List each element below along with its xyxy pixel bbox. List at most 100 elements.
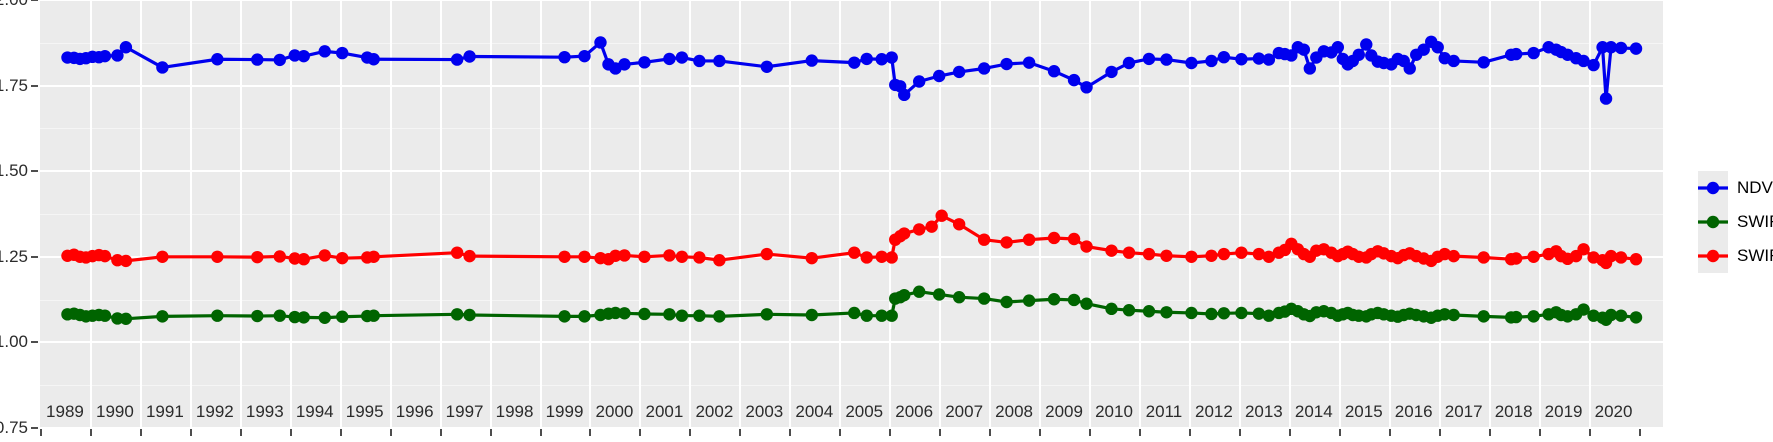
x-axis-tick-label: 2009	[1045, 402, 1083, 421]
data-point	[1587, 58, 1600, 72]
data-point	[875, 250, 888, 263]
data-point	[251, 309, 264, 323]
data-point	[367, 53, 380, 66]
x-axis-tick-mark	[189, 429, 192, 436]
data-point	[1614, 251, 1628, 264]
legend-item-swir1[interactable]: SWIR1	[1698, 239, 1773, 273]
x-axis-tick-mark	[1638, 429, 1641, 436]
data-point	[848, 246, 861, 259]
data-point	[578, 49, 591, 63]
data-point	[848, 56, 861, 69]
gridline-horizontal-major	[40, 341, 1663, 344]
data-point	[805, 251, 818, 265]
data-point	[1447, 308, 1460, 322]
legend-item-swir2[interactable]: SWIR2	[1698, 205, 1773, 239]
data-point	[1217, 50, 1231, 64]
gridline-vertical	[489, 0, 492, 428]
x-axis-tick-mark	[40, 429, 42, 436]
x-axis-tick-label: 2020	[1594, 402, 1633, 421]
data-point	[119, 41, 133, 54]
data-point	[977, 62, 991, 75]
data-point	[1160, 53, 1173, 66]
y-axis-tick-mark	[31, 427, 38, 429]
gridline-vertical	[1039, 0, 1042, 428]
data-point	[558, 250, 571, 263]
x-axis-tick-label: 2003	[745, 402, 784, 421]
data-point	[932, 288, 946, 301]
data-point	[1122, 304, 1136, 317]
data-point	[1067, 73, 1081, 87]
x-axis-tick-mark	[1438, 429, 1441, 436]
data-point	[1262, 309, 1276, 322]
y-axis-tick-mark	[31, 170, 38, 173]
data-point	[367, 309, 380, 322]
data-point	[1067, 232, 1081, 246]
data-point	[885, 51, 898, 64]
data-point	[1142, 305, 1156, 318]
data-point	[1438, 308, 1451, 321]
data-point	[558, 310, 571, 323]
data-point	[912, 285, 926, 298]
series-swir1	[61, 209, 1643, 270]
data-point	[1080, 297, 1093, 310]
data-point	[1604, 41, 1618, 54]
data-point	[1262, 250, 1276, 263]
data-point	[1235, 246, 1248, 259]
data-point	[1067, 293, 1081, 307]
data-point	[952, 65, 966, 79]
data-point	[638, 307, 651, 321]
data-point	[675, 309, 689, 322]
data-point	[1022, 233, 1036, 246]
x-axis-tick-mark	[589, 429, 592, 436]
data-point	[578, 250, 591, 263]
data-point	[713, 310, 726, 323]
data-point	[912, 75, 926, 88]
data-point	[1629, 311, 1643, 324]
data-point	[463, 50, 476, 63]
gridline-vertical	[1588, 0, 1591, 428]
data-point	[1604, 308, 1618, 322]
x-axis-tick-mark	[1488, 429, 1491, 436]
legend-item-ndvi[interactable]: NDVI	[1698, 171, 1773, 205]
gridline-horizontal-minor	[40, 299, 1663, 301]
data-point	[860, 52, 873, 66]
x-axis-tick-label: 2000	[595, 402, 634, 421]
x-axis-tick-mark	[639, 429, 642, 436]
gridline-horizontal-major	[40, 0, 1663, 1]
gridline-vertical	[789, 0, 792, 428]
x-axis-tick-label: 1997	[445, 402, 484, 421]
x-axis-tick-mark	[339, 429, 342, 436]
data-point	[594, 36, 607, 49]
x-axis-tick-label: 2010	[1095, 402, 1133, 421]
x-axis-tick-mark	[1538, 429, 1541, 436]
data-point	[288, 49, 301, 62]
data-point	[156, 250, 169, 263]
data-point	[912, 223, 926, 236]
x-axis-tick-label: 2006	[895, 402, 934, 421]
x-axis-tick-mark	[1288, 429, 1291, 436]
x-axis-tick-label: 2019	[1544, 402, 1583, 421]
data-point	[1577, 303, 1590, 316]
x-axis-tick-label: 1993	[245, 402, 284, 421]
data-point	[98, 249, 112, 263]
x-axis-tick-label: 2004	[795, 402, 834, 421]
x-axis-tick-mark	[689, 429, 692, 436]
data-point	[952, 291, 966, 304]
series-ndvi	[61, 35, 1643, 105]
data-point	[1235, 306, 1248, 320]
x-axis-tick-label: 1996	[395, 402, 434, 421]
y-axis-tick-mark	[31, 84, 38, 87]
x-axis-tick-label: 1995	[345, 402, 384, 421]
data-point	[925, 220, 938, 233]
x-axis-tick-label: 2018	[1494, 402, 1533, 421]
x-axis-tick-mark	[839, 429, 842, 436]
data-point	[675, 51, 689, 64]
legend-marker-icon	[1698, 215, 1728, 229]
data-point	[1105, 244, 1118, 257]
plot-panel: 1989 1990 1991 1992 1993 1994 1995 1996 1997 1998…	[40, 0, 1663, 428]
gridline-horizontal-minor	[40, 42, 1663, 44]
data-point	[618, 307, 631, 320]
data-point	[1599, 92, 1613, 105]
data-point	[1447, 54, 1460, 68]
